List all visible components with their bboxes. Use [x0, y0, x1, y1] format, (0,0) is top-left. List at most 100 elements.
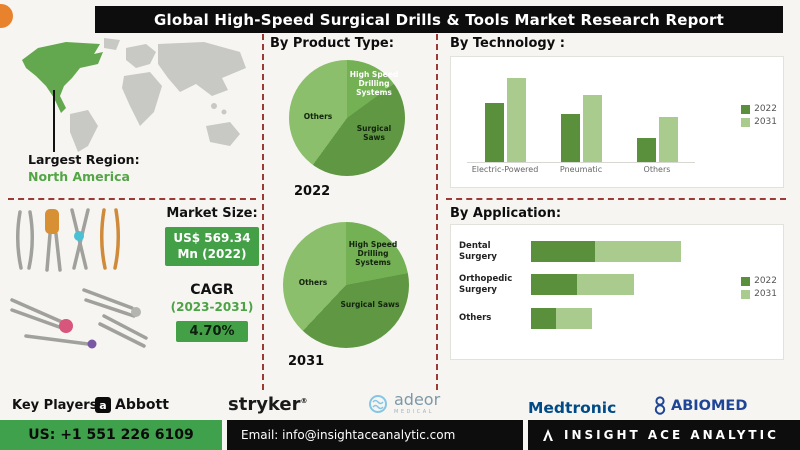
cagr-label: CAGR — [190, 282, 234, 299]
pie-year-label: 2022 — [294, 184, 331, 199]
island-shape — [211, 103, 217, 109]
pie-slice-label: High Speed Drilling Systems — [349, 70, 399, 97]
largest-region-label: Largest Region: — [28, 152, 140, 167]
legend-swatch — [741, 289, 751, 299]
bar-2022 — [560, 114, 580, 162]
tool-tip-pink — [59, 319, 73, 333]
abbott-logo-icon: a — [95, 397, 111, 413]
legend-item: 2031 — [741, 117, 777, 127]
legend-label: 2022 — [754, 104, 777, 114]
pie-chart-2022: High Speed Drilling Systems Surgical Saw… — [289, 60, 405, 176]
pie-chart-2031: High Speed Drilling Systems Surgical Saw… — [283, 222, 409, 348]
logo-abiomed: ABIOMED — [652, 396, 747, 415]
stacked-bar-label: Others — [459, 312, 492, 323]
abbott-logo-text: Abbott — [115, 397, 169, 413]
technology-heading: By Technology : — [450, 36, 565, 51]
bar-segment-2022 — [531, 307, 556, 329]
legend-swatch — [741, 276, 751, 286]
tool-tip-purple — [87, 339, 97, 349]
legend-label: 2031 — [754, 289, 777, 299]
brand-banner: INSIGHT ACE ANALYTIC — [528, 420, 800, 450]
adeor-subtitle: MEDICAL — [394, 409, 434, 415]
stacked-bar — [531, 274, 634, 296]
tool-tip-gray — [131, 307, 141, 317]
africa-shape — [122, 72, 162, 126]
stacked-bar-row: Orthopedic Surgery — [459, 274, 699, 296]
australia-shape — [206, 122, 240, 146]
stacked-bar-label: Orthopedic Surgery — [459, 274, 513, 295]
insightace-logo-icon — [543, 429, 553, 441]
bar-category-label: Pneumatic — [559, 165, 603, 174]
technology-chart-panel: Electric-Powered Pneumatic Others 2022 2031 — [450, 56, 784, 188]
bar-category-label: Electric-Powered — [471, 165, 539, 174]
bar-group: Electric-Powered — [472, 65, 538, 174]
bar-segment-2022 — [531, 274, 577, 296]
surgical-tools-illustration — [10, 208, 148, 349]
pie-slice-label: Others — [303, 112, 333, 121]
tool-tweezer-orange — [100, 208, 120, 270]
bar-segment-2022 — [531, 241, 595, 263]
cagr-period: (2023-2031) — [170, 300, 254, 315]
technology-legend: 2022 2031 — [741, 101, 777, 130]
legend-label: 2031 — [754, 117, 777, 127]
tool-handle-orange — [45, 209, 59, 234]
logo-abbott: a Abbott — [95, 397, 169, 413]
bar-group: Pneumatic — [560, 65, 602, 174]
bar-segment-2031 — [556, 307, 592, 329]
abiomed-circles-icon — [654, 396, 666, 415]
logo-adeor: adeor MEDICAL — [368, 392, 440, 415]
legend-item: 2022 — [741, 276, 777, 286]
cagr-value-badge: 4.70% — [176, 321, 248, 343]
application-legend: 2022 2031 — [741, 273, 777, 302]
adeor-name: adeor — [394, 390, 441, 409]
market-size-year: Mn (2022) — [177, 246, 247, 261]
market-size-label: Market Size: — [166, 206, 258, 221]
page-title: Global High-Speed Surgical Drills & Tool… — [153, 10, 725, 29]
title-bar: Global High-Speed Surgical Drills & Tool… — [95, 6, 783, 33]
left-divider-line — [8, 198, 256, 200]
bar-segment-2031 — [595, 241, 681, 263]
stacked-bar — [531, 307, 592, 329]
bar-category-label: Others — [643, 165, 671, 174]
bar-segment-2031 — [577, 274, 634, 296]
greenland-shape — [104, 38, 120, 50]
application-bar-chart: Dental Surgery Orthopedic Surgery Others — [459, 241, 699, 341]
product-type-heading: By Product Type: — [270, 36, 394, 51]
bar-2031 — [506, 78, 526, 162]
technology-bar-chart: Electric-Powered Pneumatic Others — [467, 65, 695, 174]
pie-slice-label: High Speed Drilling Systems — [348, 240, 398, 267]
stacked-bar-row: Dental Surgery — [459, 241, 699, 263]
column-divider-line — [436, 34, 438, 390]
logo-medtronic: Medtronic — [528, 399, 617, 417]
legend-label: 2022 — [754, 276, 777, 286]
phone-banner: US: +1 551 226 6109 — [0, 420, 222, 450]
largest-region-value: North America — [28, 169, 130, 184]
island-shape — [221, 109, 227, 115]
market-size-block: Market Size: US$ 569.34 Mn (2022) CAGR (… — [156, 206, 268, 343]
north-america-highlight — [22, 42, 103, 113]
market-size-value: US$ 569.34 — [173, 231, 251, 245]
bar-2022 — [636, 138, 656, 162]
market-size-value-badge: US$ 569.34 Mn (2022) — [165, 227, 259, 267]
pie-year-label: 2031 — [288, 354, 325, 369]
legend-swatch — [741, 104, 751, 114]
key-players-label: Key Players: — [12, 398, 103, 413]
world-map — [22, 38, 246, 152]
stacked-bar-label: Dental Surgery — [459, 241, 497, 262]
logo-stryker: stryker® — [228, 394, 308, 415]
application-chart-panel: Dental Surgery Orthopedic Surgery Others 2… — [450, 224, 784, 360]
application-heading: By Application: — [450, 206, 562, 221]
registered-mark-icon: ® — [300, 397, 308, 405]
legend-item: 2022 — [741, 104, 777, 114]
south-america-shape — [70, 110, 98, 152]
stacked-bar — [531, 241, 681, 263]
legend-item: 2031 — [741, 289, 777, 299]
bar-group: Others — [636, 65, 678, 174]
abiomed-logo-text: ABIOMED — [671, 397, 748, 414]
bar-2022 — [484, 103, 504, 162]
legend-swatch — [741, 117, 751, 127]
brand-name: INSIGHT ACE ANALYTIC — [564, 428, 779, 442]
asia-shape — [158, 42, 246, 96]
right-divider-line — [446, 198, 786, 200]
